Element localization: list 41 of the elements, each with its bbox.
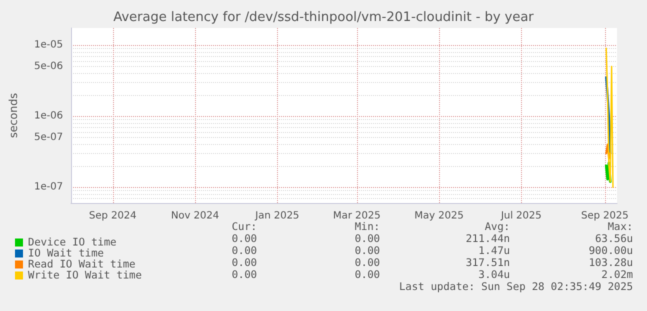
text: 0.00	[354, 257, 380, 269]
y-axis-title: seconds	[7, 92, 20, 138]
text: 1.47u	[478, 245, 510, 257]
text: 2.02m	[601, 269, 633, 281]
x-tick-label: Mar 2025	[333, 210, 381, 222]
y-tick-label: 1e-05	[34, 40, 63, 51]
text: Cur:	[232, 221, 257, 233]
y-tick-label: 1e-07	[34, 182, 63, 193]
text: 900.00u	[588, 245, 633, 257]
text: 211.44n	[466, 233, 510, 245]
legend-label: Write IO Wait time	[28, 270, 142, 282]
x-tick-label: May 2025	[414, 210, 464, 222]
text: 0.00	[354, 245, 380, 257]
text: Min:	[354, 221, 380, 233]
line-series	[605, 76, 612, 154]
text: 0.00	[232, 245, 257, 257]
text: 0.00	[354, 269, 380, 281]
legend-label: IO Wait time	[28, 248, 104, 260]
x-tick-label: Jan 2025	[254, 210, 300, 222]
legend-label: Device IO time	[28, 236, 117, 248]
text: 0.00	[232, 233, 257, 245]
y-tick-label: 1e-06	[34, 110, 63, 122]
text: 0.00	[354, 233, 380, 245]
text: Last update: Sun Sep 28 02:35:49 2025	[399, 281, 633, 293]
chart-title: Average latency for /dev/ssd-thinpool/vm-201-cloudinit - by year	[113, 10, 534, 25]
y-tick-label: 5e-06	[34, 60, 63, 72]
legend-label: Read IO Wait time	[28, 258, 136, 270]
text: 103.28u	[588, 257, 633, 269]
text: 3.04u	[478, 269, 510, 281]
text: Avg:	[484, 221, 510, 233]
text: Max:	[608, 221, 633, 233]
x-tick-label: Nov 2024	[170, 210, 220, 222]
text: 63.56u	[595, 233, 633, 245]
text: 0.00	[232, 269, 257, 281]
line-series	[606, 48, 614, 188]
text: 317.51n	[466, 257, 510, 269]
x-tick-label: Sep 2025	[581, 210, 629, 222]
x-tick-label: Sep 2024	[89, 210, 137, 222]
x-tick-label: Jul 2025	[500, 210, 542, 222]
y-tick-label: 5e-07	[34, 132, 63, 144]
text: 0.00	[232, 257, 257, 269]
